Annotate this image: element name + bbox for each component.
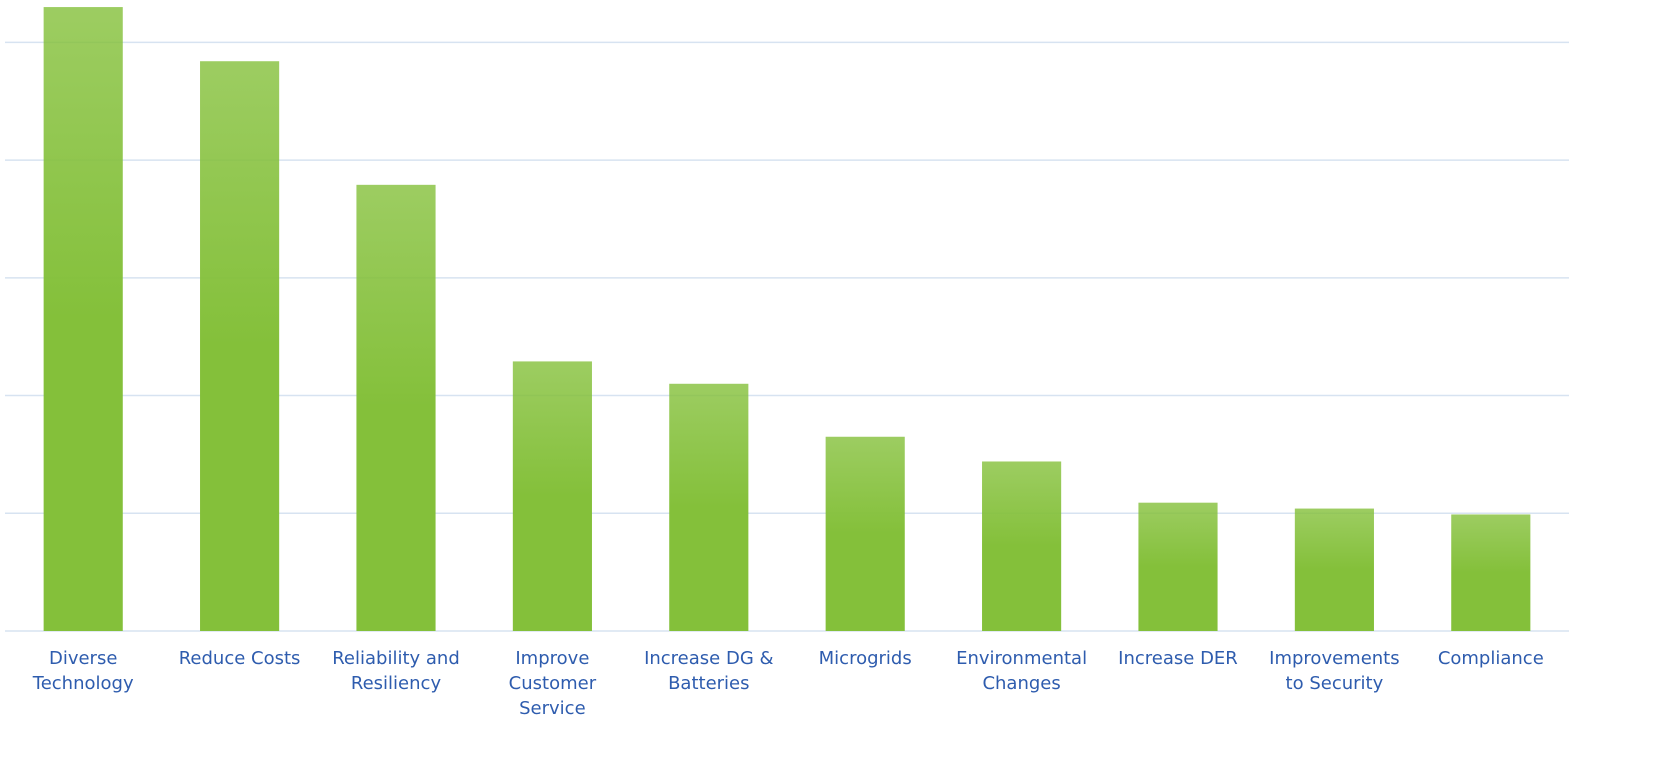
x-tick-label: Reduce Costs [178,648,301,669]
bar [1294,508,1374,631]
bar [1451,514,1531,631]
x-tick-label: Reliability and Resiliency [332,648,460,694]
bar [512,361,592,631]
x-tick-label: Increase DG & Batteries [644,648,774,694]
x-tick-label: Diverse Technology [32,648,134,694]
bar [669,383,749,631]
bar [982,461,1062,631]
x-tick-label: Microgrids [818,648,912,669]
x-tick-label: Increase DER [1118,648,1238,669]
x-tick-label: Improve Customer Service [508,648,597,719]
bar [200,61,280,631]
bar [825,436,905,631]
bar [356,184,436,632]
x-tick-label: Compliance [1437,648,1544,669]
bar [43,7,123,632]
x-tick-label: Environmental Changes [956,648,1088,694]
bar [1138,502,1218,631]
x-tick-label: Improvements to Security [1269,648,1400,694]
